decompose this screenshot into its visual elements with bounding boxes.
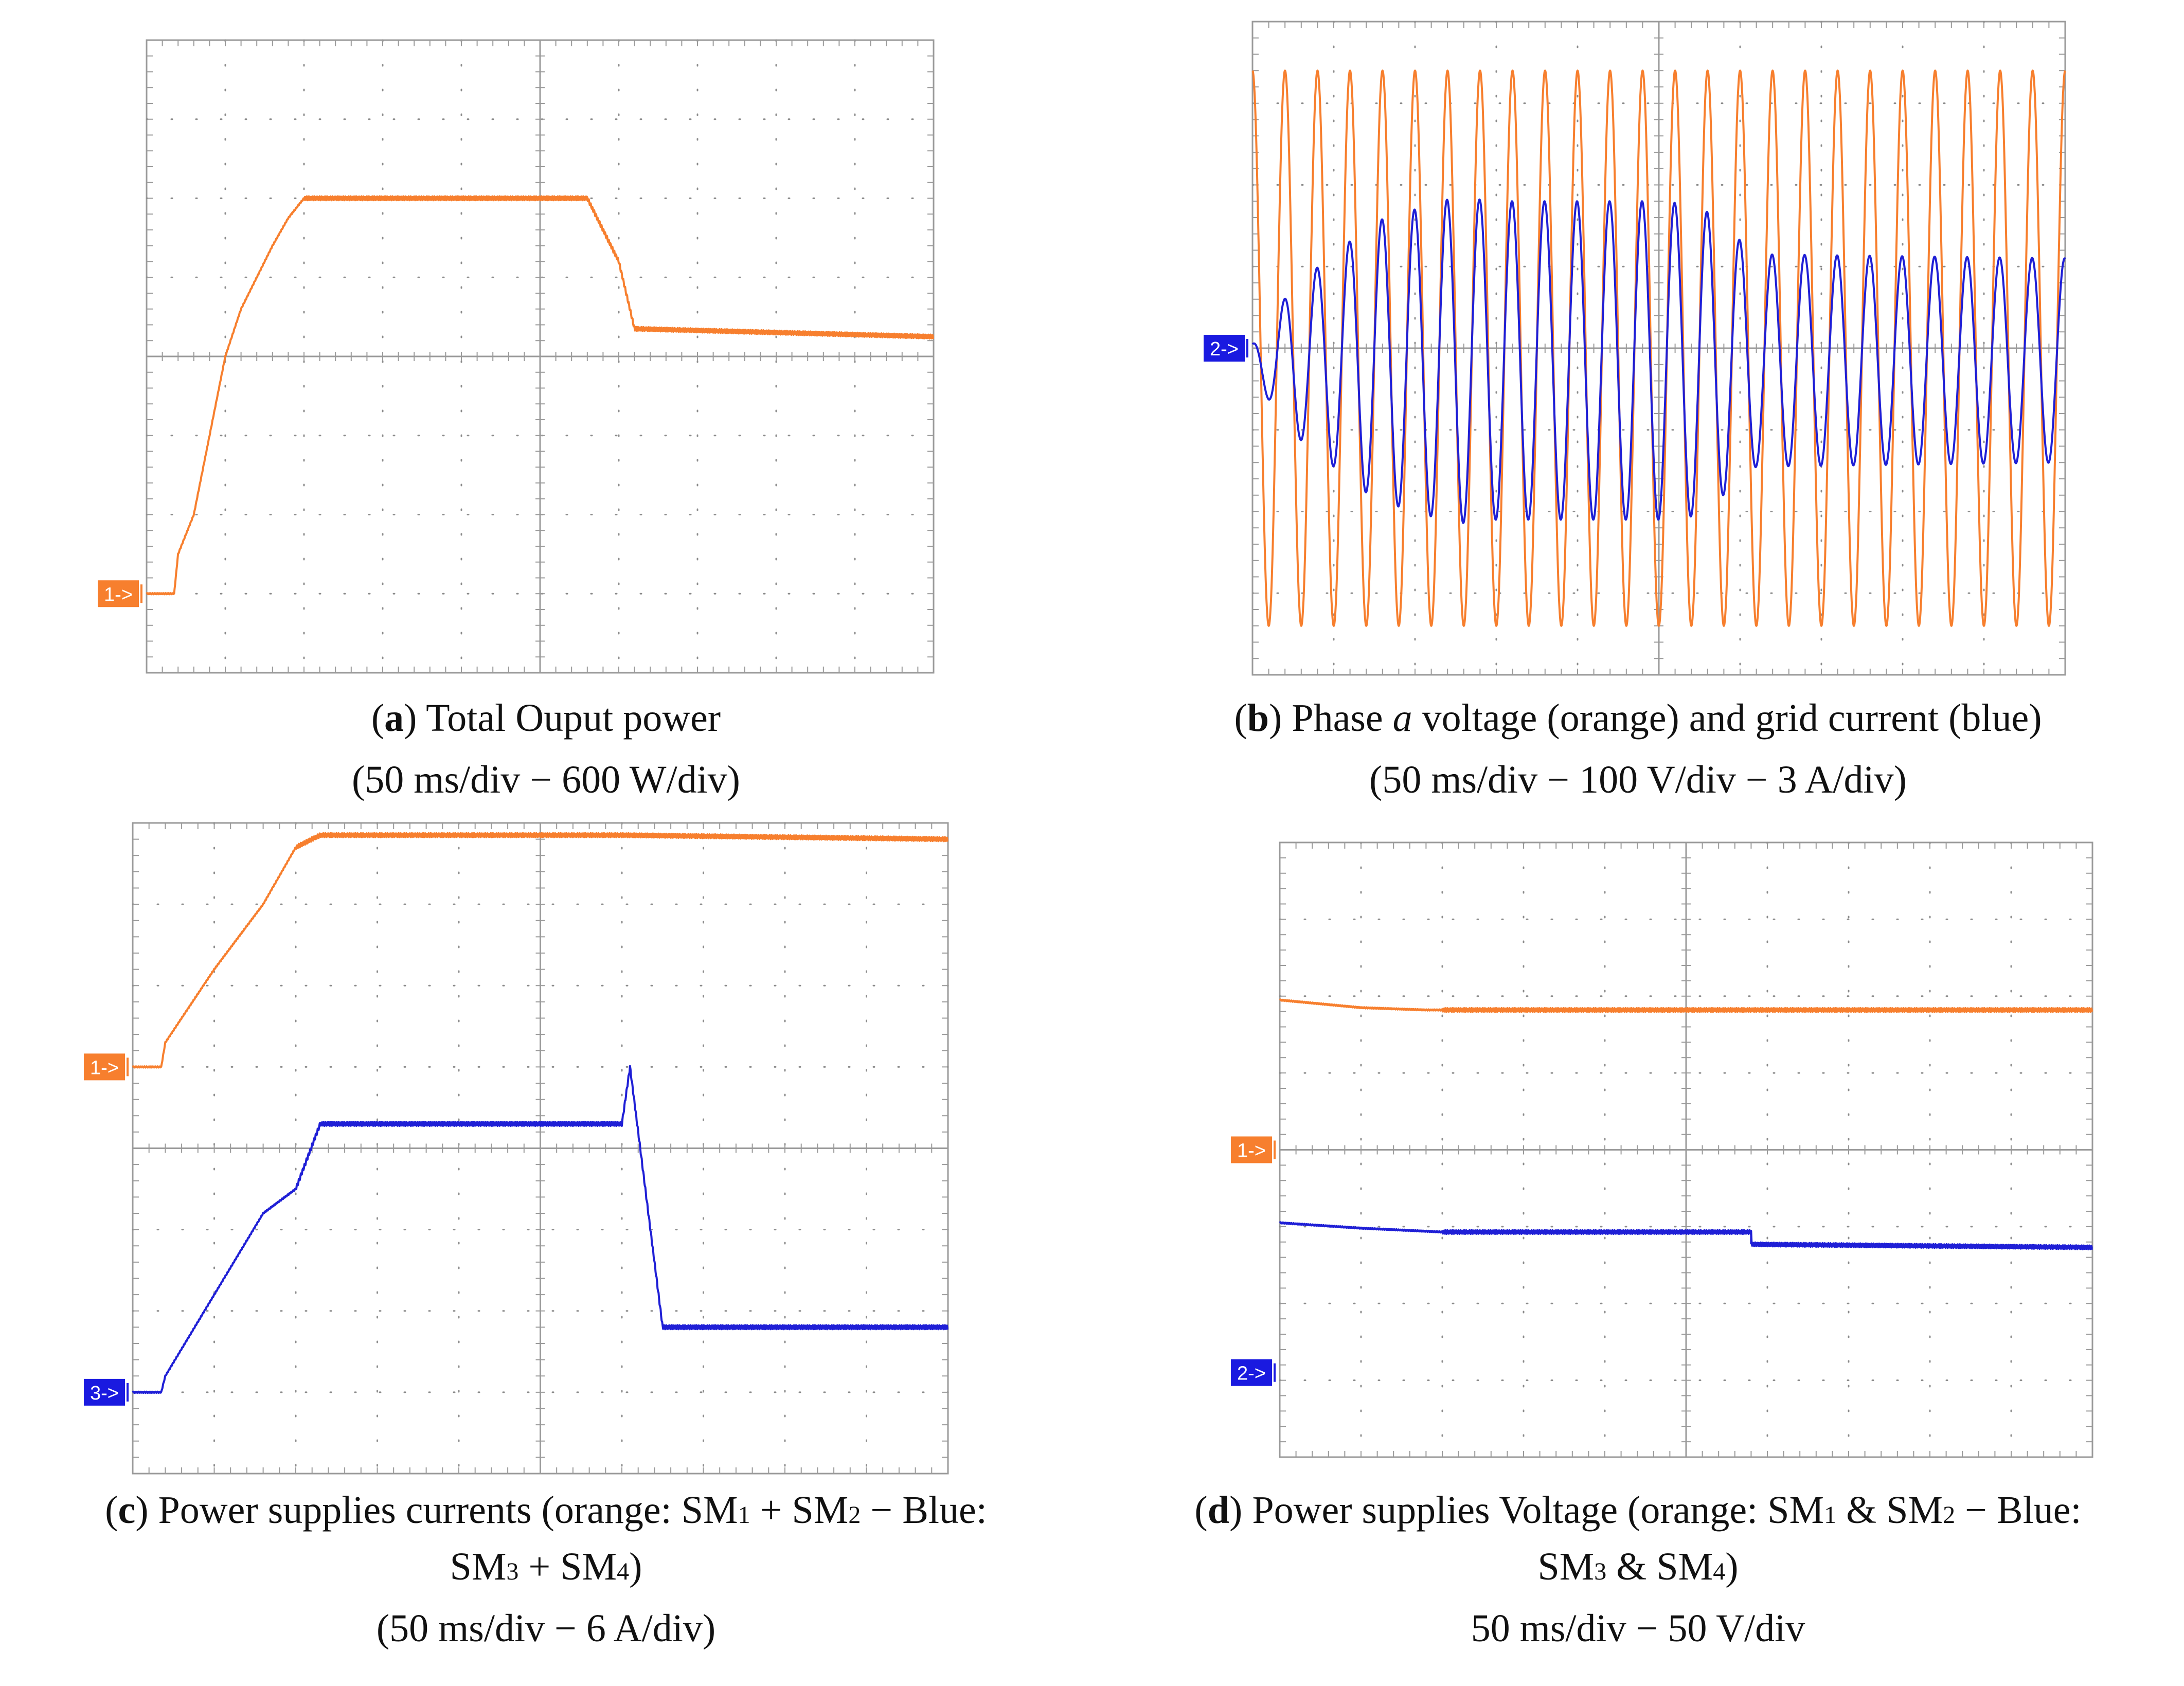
- scope-power-supplies-voltage: 1-> 2->: [1231, 841, 2093, 1458]
- marker-box: [1231, 1359, 1272, 1386]
- caption-c-sub4: 4: [617, 1558, 630, 1585]
- marker-label: 2->: [1210, 338, 1239, 360]
- caption-c-end2: ): [629, 1545, 642, 1588]
- channel-marker: 2->: [1204, 335, 1248, 362]
- caption-d-scale: 50 ms/div − 50 V/div: [1471, 1607, 1805, 1650]
- minor-ticks: [1280, 842, 2092, 1457]
- caption-b-letter: b: [1247, 696, 1269, 740]
- channel-marker: 1->: [98, 580, 142, 607]
- caption-c-text2: SM: [450, 1545, 507, 1588]
- caption-d-end1: − Blue:: [1955, 1488, 2082, 1532]
- marker-label: 1->: [90, 1057, 119, 1079]
- trace-c-0: [132, 832, 949, 1069]
- caption-c-line2: SM3 + SM4): [0, 1538, 1092, 1601]
- caption-b-pre: Phase: [1282, 696, 1393, 740]
- marker-label: 1->: [104, 584, 133, 605]
- caption-d-sub3: 3: [1594, 1558, 1607, 1585]
- marker-box: [1231, 1136, 1272, 1163]
- minor-ticks: [133, 823, 948, 1474]
- marker-label: 2->: [1237, 1363, 1266, 1385]
- channel-marker: 1->: [84, 1053, 129, 1081]
- scope-grid: [1251, 21, 2066, 676]
- trace-b-1: [1251, 199, 2066, 524]
- marker-box: [1204, 335, 1245, 362]
- channel-marker: 1->: [1231, 1136, 1276, 1163]
- caption-d-letter: d: [1207, 1488, 1230, 1532]
- caption-b-post: voltage (orange) and grid current (blue): [1412, 696, 2042, 740]
- panel-a: 1-> (a) Total Ouput power (50 ms/div − 6…: [0, 0, 1092, 843]
- caption-d-sub4: 4: [1713, 1558, 1726, 1585]
- caption-c-mid2: + SM: [518, 1545, 617, 1588]
- marker-box: [84, 1053, 125, 1081]
- caption-d-sub2: 2: [1943, 1501, 1956, 1529]
- minor-ticks: [1252, 22, 2065, 675]
- caption-c-sub3: 3: [506, 1558, 519, 1585]
- panel-d: 1-> 2-> (d) Power supplies Voltage (orang…: [1092, 813, 2184, 1686]
- marker-label: 1->: [1237, 1140, 1266, 1162]
- caption-c-sub2: 2: [848, 1501, 861, 1529]
- caption-c-letter: c: [118, 1488, 136, 1532]
- caption-c-scale: (50 ms/div − 6 A/div): [376, 1607, 716, 1650]
- scope-total-output-power: 1->: [98, 39, 935, 674]
- panel-c: 1-> 3-> (c) Power supplies currents (oran…: [0, 813, 1092, 1686]
- caption-c-end1: − Blue:: [861, 1488, 987, 1532]
- caption-d-text1: Power supplies Voltage (orange: SM: [1242, 1488, 1824, 1532]
- caption-a-text: Total Ouput power: [417, 696, 721, 740]
- trace-d-1: [1279, 1221, 2093, 1250]
- caption-c-text1: Power supplies currents (orange: SM: [148, 1488, 738, 1532]
- marker-box: [98, 580, 139, 607]
- scope-phase-voltage-grid-current: 2->: [1204, 21, 2066, 676]
- marker-box: [84, 1378, 125, 1406]
- caption-d-sub1: 1: [1824, 1501, 1837, 1529]
- caption-a-scale: (50 ms/div − 600 W/div): [352, 758, 740, 801]
- caption-d-line1: (d) Power supplies Voltage (orange: SM1 …: [1194, 1488, 2082, 1532]
- trace-c-1: [132, 1065, 949, 1394]
- trace-b-0: [1251, 69, 2066, 627]
- caption-b-scale: (50 ms/div − 100 V/div − 3 A/div): [1369, 758, 1907, 801]
- caption-c-sub1: 1: [738, 1501, 750, 1529]
- panel-b: 2-> (b) Phase a voltage (orange) and gri…: [1092, 0, 2184, 843]
- scope-power-supplies-currents: 1-> 3->: [84, 822, 949, 1475]
- caption-c-mid1: + SM: [750, 1488, 849, 1532]
- channel-marker: 2->: [1231, 1359, 1276, 1386]
- channel-marker: 3->: [84, 1378, 129, 1406]
- caption-d-end2: ): [1725, 1545, 1739, 1588]
- caption-a-letter: a: [384, 696, 404, 740]
- caption-d-text2: SM: [1537, 1545, 1595, 1588]
- trace-d-0: [1279, 998, 2093, 1013]
- marker-label: 3->: [90, 1383, 119, 1404]
- caption-d-line2: SM3 & SM4): [1092, 1538, 2184, 1601]
- caption-d-mid1: & SM: [1836, 1488, 1943, 1532]
- caption-c-line1: (c) Power supplies currents (orange: SM1…: [105, 1488, 987, 1532]
- caption-b-var: a: [1392, 696, 1412, 740]
- caption-d-mid2: & SM: [1606, 1545, 1713, 1588]
- caption-a: (a) Total Ouput power: [371, 696, 721, 740]
- caption-b: (b) Phase a voltage (orange) and grid cu…: [1234, 696, 2042, 740]
- trace-a-0: [146, 195, 935, 596]
